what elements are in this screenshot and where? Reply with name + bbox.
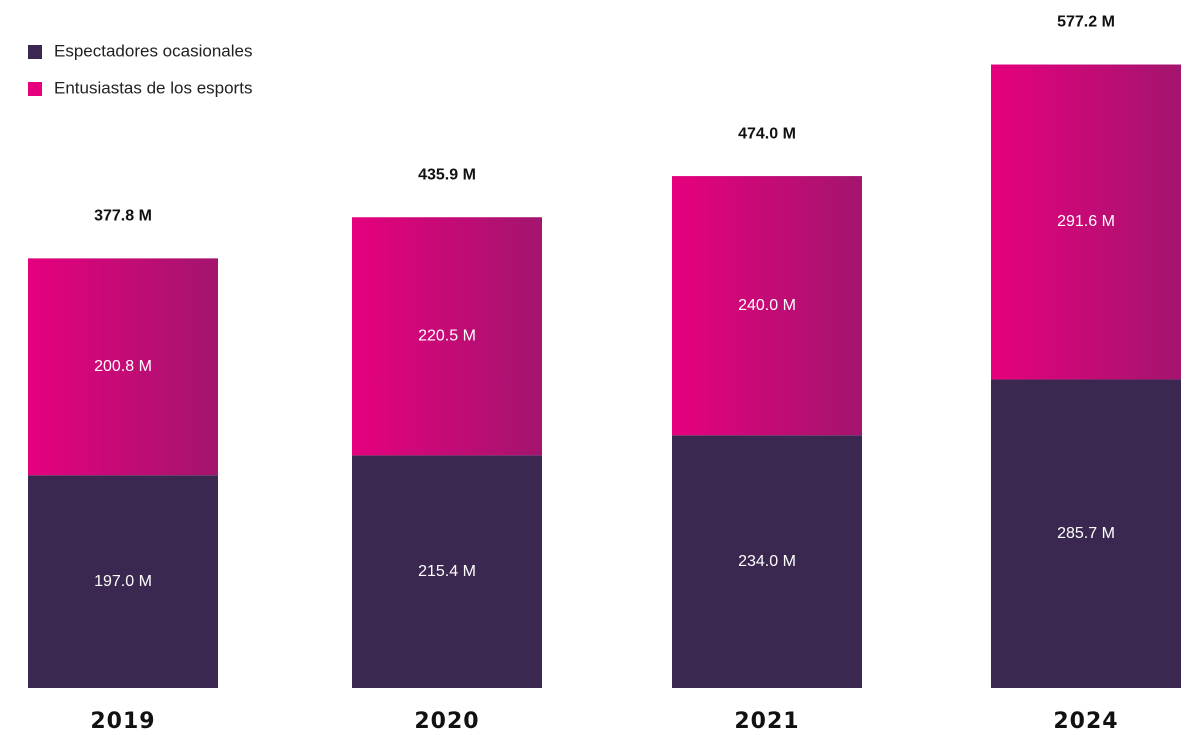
x-tick-label: 2024 [1053,709,1118,734]
legend-label: Espectadores ocasionales [54,41,252,60]
value-label: 234.0 M [738,553,796,570]
value-label: 215.4 M [418,563,476,580]
total-label: 435.9 M [418,166,476,183]
x-tick-label: 2021 [734,709,799,734]
bar-segment [28,475,218,688]
value-label: 240.0 M [738,297,796,314]
value-label: 197.0 M [94,573,152,590]
legend-swatch [28,45,42,59]
bar-segment [991,379,1181,688]
x-tick-label: 2020 [414,709,479,734]
legend-swatch [28,82,42,96]
value-label: 200.8 M [94,358,152,375]
bar-segment [672,176,862,436]
total-label: 474.0 M [738,125,796,142]
bar-segment [991,64,1181,380]
bar-segment [352,455,542,688]
legend-label: Entusiastas de los esports [54,78,252,97]
total-label: 577.2 M [1057,14,1115,31]
total-label: 377.8 M [94,208,152,225]
bar-segment [28,258,218,476]
bar-segment [352,217,542,456]
value-label: 220.5 M [418,328,476,345]
value-label: 285.7 M [1057,525,1115,542]
bar-segment [672,435,862,688]
x-tick-label: 2019 [90,709,155,734]
value-label: 291.6 M [1057,213,1115,230]
